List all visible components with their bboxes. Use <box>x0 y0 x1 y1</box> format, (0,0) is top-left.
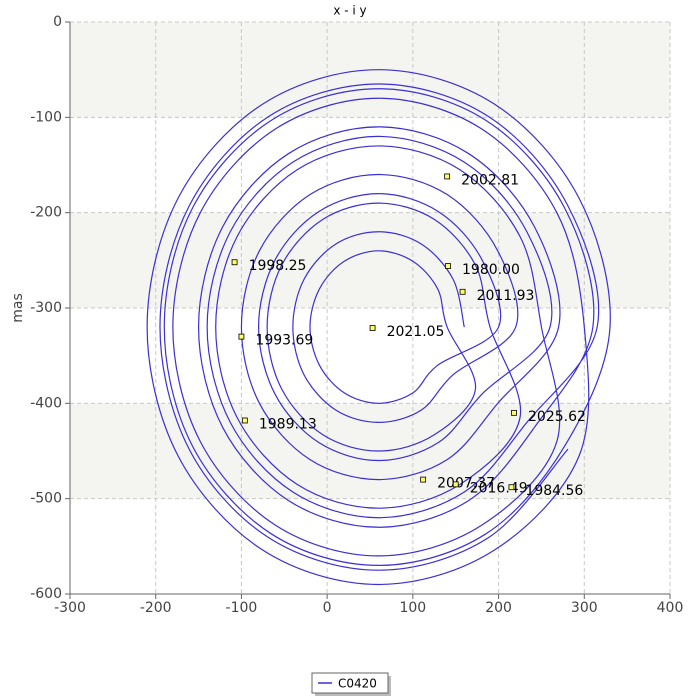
data-line <box>146 69 611 586</box>
annotation-label: 2007.37 <box>437 476 495 492</box>
x-tick-label: 200 <box>485 600 512 616</box>
y-tick-label: -500 <box>30 491 62 507</box>
y-tick-label: 0 <box>53 14 62 30</box>
annotation-marker <box>508 484 515 491</box>
x-tick-label: -300 <box>54 600 86 616</box>
annotation-label: 2002.81 <box>461 172 519 188</box>
y-tick-label: -200 <box>30 205 62 221</box>
y-axis-label: mas <box>10 293 26 323</box>
y-tick-label: -300 <box>30 300 62 316</box>
annotation-marker <box>369 325 376 331</box>
annotation-marker <box>445 263 451 269</box>
annotation-label: 1993.69 <box>255 333 313 349</box>
y-tick-label: -600 <box>30 586 62 602</box>
annotation-label: 2016.49 <box>470 480 528 496</box>
annotation-marker <box>444 173 451 180</box>
y-tick-label: -100 <box>30 109 62 125</box>
x-tick-label: 400 <box>657 600 684 616</box>
x-tick-label: 0 <box>323 600 332 616</box>
chart-title: x - i y <box>333 4 366 18</box>
grid-band <box>70 212 670 308</box>
legend: C0420 <box>311 672 391 696</box>
annotation-marker <box>231 259 238 266</box>
x-tick-label: 300 <box>571 600 598 616</box>
annotation-marker <box>420 476 427 483</box>
y-tick-label: -400 <box>30 395 62 411</box>
annotation-marker <box>452 481 459 488</box>
annotation-label: 1989.13 <box>259 416 317 432</box>
x-tick-label: -200 <box>140 600 172 616</box>
annotation-marker <box>459 288 466 295</box>
annotation-marker <box>241 417 248 424</box>
annotation-label: 1998.25 <box>249 258 307 274</box>
annotation-label: 1984.56 <box>525 483 583 499</box>
annotation-marker <box>511 409 517 416</box>
legend-box <box>311 672 389 694</box>
annotation-label: 2021.05 <box>387 324 445 340</box>
legend-label: C0420 <box>338 677 377 691</box>
x-tick-label: 100 <box>399 600 426 616</box>
x-tick-label: -100 <box>226 600 258 616</box>
annotation-label: 2011.93 <box>477 288 535 304</box>
annotation-marker <box>238 333 245 340</box>
annotation-label: 1980.00 <box>462 262 520 278</box>
annotation-label: 2025.62 <box>528 409 586 425</box>
